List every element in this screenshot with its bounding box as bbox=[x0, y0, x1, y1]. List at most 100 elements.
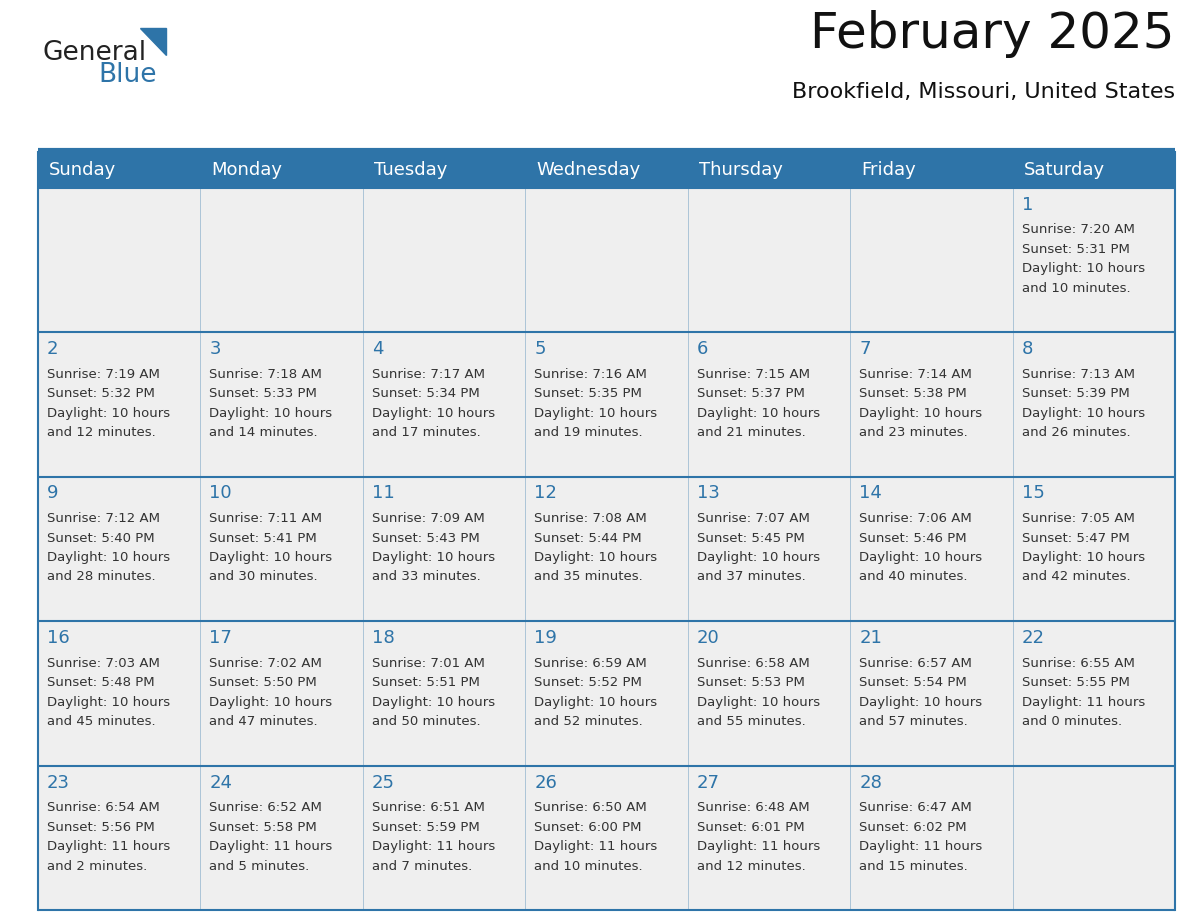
Text: Sunset: 5:46 PM: Sunset: 5:46 PM bbox=[859, 532, 967, 544]
Text: Daylight: 10 hours: Daylight: 10 hours bbox=[1022, 551, 1145, 565]
Bar bbox=[38, 152, 1175, 187]
Text: Daylight: 10 hours: Daylight: 10 hours bbox=[696, 551, 820, 565]
Text: Sunrise: 7:01 AM: Sunrise: 7:01 AM bbox=[372, 657, 485, 670]
Text: Sunset: 6:00 PM: Sunset: 6:00 PM bbox=[535, 821, 642, 834]
Text: Sunset: 5:55 PM: Sunset: 5:55 PM bbox=[1022, 677, 1130, 689]
Text: Sunset: 5:32 PM: Sunset: 5:32 PM bbox=[48, 387, 154, 400]
Text: 28: 28 bbox=[859, 774, 881, 791]
Text: Daylight: 10 hours: Daylight: 10 hours bbox=[48, 696, 170, 709]
Text: Sunrise: 6:51 AM: Sunrise: 6:51 AM bbox=[372, 801, 485, 814]
Text: Thursday: Thursday bbox=[699, 161, 783, 179]
Text: and 37 minutes.: and 37 minutes. bbox=[696, 570, 805, 584]
Text: Saturday: Saturday bbox=[1024, 161, 1105, 179]
Text: Sunrise: 7:08 AM: Sunrise: 7:08 AM bbox=[535, 512, 647, 525]
Text: Sunrise: 6:50 AM: Sunrise: 6:50 AM bbox=[535, 801, 647, 814]
Text: and 47 minutes.: and 47 minutes. bbox=[209, 715, 318, 728]
Text: and 26 minutes.: and 26 minutes. bbox=[1022, 426, 1130, 439]
Bar bbox=[38, 621, 1175, 766]
Text: and 10 minutes.: and 10 minutes. bbox=[1022, 282, 1130, 295]
Text: Daylight: 10 hours: Daylight: 10 hours bbox=[696, 407, 820, 420]
Text: 11: 11 bbox=[372, 485, 394, 502]
Text: 3: 3 bbox=[209, 340, 221, 358]
Bar bbox=[38, 766, 1175, 910]
Text: and 42 minutes.: and 42 minutes. bbox=[1022, 570, 1130, 584]
Text: Daylight: 11 hours: Daylight: 11 hours bbox=[859, 840, 982, 853]
Text: and 10 minutes.: and 10 minutes. bbox=[535, 859, 643, 872]
Text: and 30 minutes.: and 30 minutes. bbox=[209, 570, 318, 584]
Text: 1: 1 bbox=[1022, 196, 1032, 214]
Text: Daylight: 11 hours: Daylight: 11 hours bbox=[696, 840, 820, 853]
Text: Sunset: 5:43 PM: Sunset: 5:43 PM bbox=[372, 532, 480, 544]
Text: 5: 5 bbox=[535, 340, 545, 358]
Text: Sunset: 5:41 PM: Sunset: 5:41 PM bbox=[209, 532, 317, 544]
Text: Sunrise: 7:11 AM: Sunrise: 7:11 AM bbox=[209, 512, 322, 525]
Text: and 55 minutes.: and 55 minutes. bbox=[696, 715, 805, 728]
Text: and 12 minutes.: and 12 minutes. bbox=[48, 426, 156, 439]
Text: 13: 13 bbox=[696, 485, 720, 502]
Text: Sunrise: 7:19 AM: Sunrise: 7:19 AM bbox=[48, 368, 160, 381]
Text: Sunrise: 7:12 AM: Sunrise: 7:12 AM bbox=[48, 512, 160, 525]
Text: 10: 10 bbox=[209, 485, 232, 502]
Text: Sunrise: 7:06 AM: Sunrise: 7:06 AM bbox=[859, 512, 972, 525]
Text: and 2 minutes.: and 2 minutes. bbox=[48, 859, 147, 872]
Text: Sunset: 5:51 PM: Sunset: 5:51 PM bbox=[372, 677, 480, 689]
Text: and 33 minutes.: and 33 minutes. bbox=[372, 570, 481, 584]
Text: 9: 9 bbox=[48, 485, 58, 502]
Text: Sunset: 5:52 PM: Sunset: 5:52 PM bbox=[535, 677, 643, 689]
Text: and 17 minutes.: and 17 minutes. bbox=[372, 426, 481, 439]
Text: Sunset: 6:02 PM: Sunset: 6:02 PM bbox=[859, 821, 967, 834]
Text: Sunset: 5:31 PM: Sunset: 5:31 PM bbox=[1022, 242, 1130, 256]
Text: 19: 19 bbox=[535, 629, 557, 647]
Text: 20: 20 bbox=[696, 629, 720, 647]
Text: Sunrise: 7:05 AM: Sunrise: 7:05 AM bbox=[1022, 512, 1135, 525]
Text: Daylight: 10 hours: Daylight: 10 hours bbox=[859, 407, 982, 420]
Text: Daylight: 10 hours: Daylight: 10 hours bbox=[696, 696, 820, 709]
Text: Daylight: 10 hours: Daylight: 10 hours bbox=[1022, 407, 1145, 420]
Text: 23: 23 bbox=[48, 774, 70, 791]
Text: Sunrise: 7:20 AM: Sunrise: 7:20 AM bbox=[1022, 223, 1135, 237]
Text: Sunset: 5:39 PM: Sunset: 5:39 PM bbox=[1022, 387, 1130, 400]
Text: Sunrise: 6:59 AM: Sunrise: 6:59 AM bbox=[535, 657, 647, 670]
Text: Wednesday: Wednesday bbox=[536, 161, 640, 179]
Text: Sunset: 5:48 PM: Sunset: 5:48 PM bbox=[48, 677, 154, 689]
Text: Sunrise: 7:18 AM: Sunrise: 7:18 AM bbox=[209, 368, 322, 381]
Text: Brookfield, Missouri, United States: Brookfield, Missouri, United States bbox=[792, 82, 1175, 102]
Text: and 50 minutes.: and 50 minutes. bbox=[372, 715, 480, 728]
Text: Sunset: 5:45 PM: Sunset: 5:45 PM bbox=[696, 532, 804, 544]
Text: Daylight: 10 hours: Daylight: 10 hours bbox=[209, 407, 333, 420]
Text: 15: 15 bbox=[1022, 485, 1044, 502]
Text: Sunset: 6:01 PM: Sunset: 6:01 PM bbox=[696, 821, 804, 834]
Text: Sunrise: 7:16 AM: Sunrise: 7:16 AM bbox=[535, 368, 647, 381]
Text: Daylight: 11 hours: Daylight: 11 hours bbox=[1022, 696, 1145, 709]
Text: 21: 21 bbox=[859, 629, 881, 647]
Text: Sunrise: 7:15 AM: Sunrise: 7:15 AM bbox=[696, 368, 810, 381]
Text: Daylight: 10 hours: Daylight: 10 hours bbox=[209, 551, 333, 565]
Text: and 52 minutes.: and 52 minutes. bbox=[535, 715, 643, 728]
Text: Sunset: 5:53 PM: Sunset: 5:53 PM bbox=[696, 677, 804, 689]
Text: Daylight: 10 hours: Daylight: 10 hours bbox=[48, 407, 170, 420]
Text: 4: 4 bbox=[372, 340, 384, 358]
Polygon shape bbox=[140, 28, 166, 54]
Text: Daylight: 10 hours: Daylight: 10 hours bbox=[535, 407, 657, 420]
Text: Daylight: 10 hours: Daylight: 10 hours bbox=[372, 551, 495, 565]
Text: Sunset: 5:54 PM: Sunset: 5:54 PM bbox=[859, 677, 967, 689]
Text: Sunset: 5:34 PM: Sunset: 5:34 PM bbox=[372, 387, 480, 400]
Text: Daylight: 11 hours: Daylight: 11 hours bbox=[535, 840, 657, 853]
Text: Sunrise: 7:14 AM: Sunrise: 7:14 AM bbox=[859, 368, 972, 381]
Text: Friday: Friday bbox=[861, 161, 916, 179]
Text: Sunrise: 7:09 AM: Sunrise: 7:09 AM bbox=[372, 512, 485, 525]
Text: Daylight: 10 hours: Daylight: 10 hours bbox=[859, 696, 982, 709]
Text: and 19 minutes.: and 19 minutes. bbox=[535, 426, 643, 439]
Text: Sunset: 5:44 PM: Sunset: 5:44 PM bbox=[535, 532, 642, 544]
Text: 16: 16 bbox=[48, 629, 70, 647]
Text: Daylight: 11 hours: Daylight: 11 hours bbox=[48, 840, 170, 853]
Text: Sunrise: 6:54 AM: Sunrise: 6:54 AM bbox=[48, 801, 159, 814]
Text: Daylight: 10 hours: Daylight: 10 hours bbox=[859, 551, 982, 565]
Text: and 12 minutes.: and 12 minutes. bbox=[696, 859, 805, 872]
Text: and 28 minutes.: and 28 minutes. bbox=[48, 570, 156, 584]
Text: Daylight: 10 hours: Daylight: 10 hours bbox=[372, 407, 495, 420]
Text: Sunrise: 6:47 AM: Sunrise: 6:47 AM bbox=[859, 801, 972, 814]
Text: and 35 minutes.: and 35 minutes. bbox=[535, 570, 643, 584]
Text: 26: 26 bbox=[535, 774, 557, 791]
Text: Daylight: 10 hours: Daylight: 10 hours bbox=[209, 696, 333, 709]
